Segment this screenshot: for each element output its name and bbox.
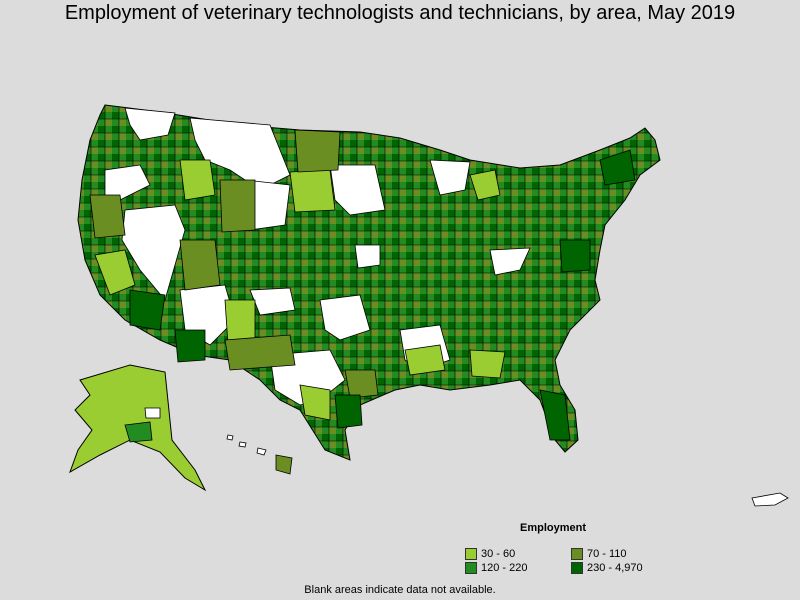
no-data-note: Blank areas indicate data not available. — [304, 584, 496, 596]
map-title: Employment of veterinary technologists a… — [64, 2, 736, 24]
legend-label: 70 - 110 — [587, 548, 627, 560]
legend-swatch — [465, 562, 477, 574]
mid-employment-areas — [89, 129, 379, 399]
hawaii — [226, 434, 293, 475]
legend-label: 120 - 220 — [481, 562, 528, 574]
legend-label: 230 - 4,970 — [587, 562, 643, 574]
legend-item-120-220: 120 - 220 — [465, 562, 527, 574]
legend-swatch — [571, 548, 583, 560]
legend-title: Employment — [520, 522, 587, 534]
legend-item-30-60: 30 - 60 — [465, 548, 515, 560]
legend-item-70-110: 70 - 110 — [571, 548, 627, 560]
legend-swatch — [571, 562, 583, 574]
no-data-areas — [104, 107, 531, 406]
legend-swatch — [465, 548, 477, 560]
high-employment-areas — [129, 149, 636, 441]
puerto-rico — [751, 492, 789, 507]
legend-label: 30 - 60 — [481, 548, 516, 560]
legend-item-230-4970: 230 - 4,970 — [571, 562, 643, 574]
low-employment-areas — [94, 159, 506, 421]
